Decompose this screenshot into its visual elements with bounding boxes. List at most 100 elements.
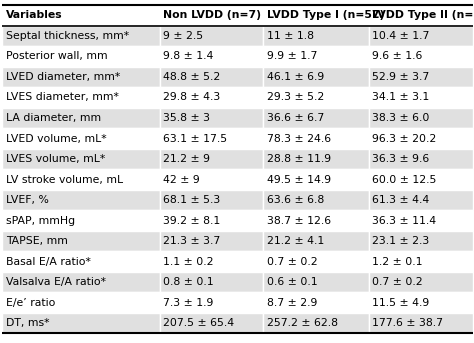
Bar xyxy=(264,128,369,149)
Bar xyxy=(2,313,160,333)
Bar xyxy=(160,251,264,272)
Bar xyxy=(264,149,369,169)
Bar xyxy=(160,190,264,210)
Text: 60.0 ± 12.5: 60.0 ± 12.5 xyxy=(373,175,437,185)
Bar xyxy=(264,272,369,292)
Bar xyxy=(160,46,264,67)
Bar xyxy=(160,128,264,149)
Bar xyxy=(369,231,473,251)
Bar xyxy=(160,26,264,46)
Bar xyxy=(264,108,369,128)
Bar xyxy=(369,210,473,231)
Text: LA diameter, mm: LA diameter, mm xyxy=(6,113,101,123)
Bar xyxy=(369,313,473,333)
Text: DT, ms*: DT, ms* xyxy=(6,318,49,328)
Text: LVES volume, mL*: LVES volume, mL* xyxy=(6,154,105,164)
Bar xyxy=(369,251,473,272)
Text: 21.2 ± 4.1: 21.2 ± 4.1 xyxy=(267,236,324,246)
Bar xyxy=(2,128,160,149)
Text: 177.6 ± 38.7: 177.6 ± 38.7 xyxy=(373,318,444,328)
Bar xyxy=(369,5,473,26)
Text: 36.3 ± 9.6: 36.3 ± 9.6 xyxy=(373,154,430,164)
Text: 63.6 ± 6.8: 63.6 ± 6.8 xyxy=(267,195,324,205)
Bar xyxy=(2,87,160,108)
Text: 46.1 ± 6.9: 46.1 ± 6.9 xyxy=(267,72,324,82)
Text: sPAP, mmHg: sPAP, mmHg xyxy=(6,215,75,226)
Bar xyxy=(2,272,160,292)
Text: 9 ± 2.5: 9 ± 2.5 xyxy=(163,31,203,41)
Bar xyxy=(264,67,369,87)
Text: 10.4 ± 1.7: 10.4 ± 1.7 xyxy=(373,31,430,41)
Bar xyxy=(2,149,160,169)
Text: LVES diameter, mm*: LVES diameter, mm* xyxy=(6,93,118,103)
Bar xyxy=(2,251,160,272)
Text: 9.9 ± 1.7: 9.9 ± 1.7 xyxy=(267,51,317,61)
Bar xyxy=(369,67,473,87)
Bar xyxy=(2,210,160,231)
Bar xyxy=(2,190,160,210)
Bar xyxy=(369,108,473,128)
Bar xyxy=(369,292,473,313)
Bar xyxy=(369,26,473,46)
Text: 0.7 ± 0.2: 0.7 ± 0.2 xyxy=(373,277,423,287)
Text: 9.6 ± 1.6: 9.6 ± 1.6 xyxy=(373,51,423,61)
Bar xyxy=(160,149,264,169)
Text: 23.1 ± 2.3: 23.1 ± 2.3 xyxy=(373,236,430,246)
Bar xyxy=(160,67,264,87)
Text: 38.3 ± 6.0: 38.3 ± 6.0 xyxy=(373,113,430,123)
Bar xyxy=(160,313,264,333)
Bar xyxy=(2,5,160,26)
Text: 34.1 ± 3.1: 34.1 ± 3.1 xyxy=(373,93,430,103)
Bar xyxy=(2,46,160,67)
Text: 61.3 ± 4.4: 61.3 ± 4.4 xyxy=(373,195,430,205)
Text: E/e’ ratio: E/e’ ratio xyxy=(6,298,55,308)
Text: 1.2 ± 0.1: 1.2 ± 0.1 xyxy=(373,257,423,267)
Text: TAPSE, mm: TAPSE, mm xyxy=(6,236,68,246)
Text: LVDD Type II (n=7): LVDD Type II (n=7) xyxy=(373,10,474,20)
Text: 11.5 ± 4.9: 11.5 ± 4.9 xyxy=(373,298,430,308)
Text: Non LVDD (n=7): Non LVDD (n=7) xyxy=(163,10,261,20)
Bar xyxy=(160,210,264,231)
Text: Posterior wall, mm: Posterior wall, mm xyxy=(6,51,107,61)
Text: 257.2 ± 62.8: 257.2 ± 62.8 xyxy=(267,318,337,328)
Bar xyxy=(2,231,160,251)
Text: Basal E/A ratio*: Basal E/A ratio* xyxy=(6,257,91,267)
Text: 49.5 ± 14.9: 49.5 ± 14.9 xyxy=(267,175,331,185)
Bar xyxy=(369,190,473,210)
Text: 68.1 ± 5.3: 68.1 ± 5.3 xyxy=(163,195,220,205)
Text: LVED volume, mL*: LVED volume, mL* xyxy=(6,133,106,143)
Text: 0.7 ± 0.2: 0.7 ± 0.2 xyxy=(267,257,317,267)
Text: 36.6 ± 6.7: 36.6 ± 6.7 xyxy=(267,113,324,123)
Text: 38.7 ± 12.6: 38.7 ± 12.6 xyxy=(267,215,331,226)
Bar xyxy=(264,26,369,46)
Bar xyxy=(264,169,369,190)
Text: LV stroke volume, mL: LV stroke volume, mL xyxy=(6,175,123,185)
Bar xyxy=(160,292,264,313)
Bar xyxy=(264,231,369,251)
Text: LVEF, %: LVEF, % xyxy=(6,195,48,205)
Bar xyxy=(369,272,473,292)
Bar xyxy=(369,87,473,108)
Text: 21.3 ± 3.7: 21.3 ± 3.7 xyxy=(163,236,220,246)
Text: 28.8 ± 11.9: 28.8 ± 11.9 xyxy=(267,154,331,164)
Text: 29.3 ± 5.2: 29.3 ± 5.2 xyxy=(267,93,324,103)
Text: LVED diameter, mm*: LVED diameter, mm* xyxy=(6,72,120,82)
Text: 9.8 ± 1.4: 9.8 ± 1.4 xyxy=(163,51,214,61)
Text: Septal thickness, mm*: Septal thickness, mm* xyxy=(6,31,129,41)
Text: 21.2 ± 9: 21.2 ± 9 xyxy=(163,154,210,164)
Text: 207.5 ± 65.4: 207.5 ± 65.4 xyxy=(163,318,234,328)
Text: 36.3 ± 11.4: 36.3 ± 11.4 xyxy=(373,215,437,226)
Bar xyxy=(264,292,369,313)
Text: 78.3 ± 24.6: 78.3 ± 24.6 xyxy=(267,133,331,143)
Bar xyxy=(2,67,160,87)
Bar xyxy=(160,272,264,292)
Text: 0.6 ± 0.1: 0.6 ± 0.1 xyxy=(267,277,317,287)
Bar xyxy=(2,292,160,313)
Text: 42 ± 9: 42 ± 9 xyxy=(163,175,200,185)
Bar xyxy=(264,190,369,210)
Text: Valsalva E/A ratio*: Valsalva E/A ratio* xyxy=(6,277,106,287)
Bar xyxy=(264,87,369,108)
Text: 7.3 ± 1.9: 7.3 ± 1.9 xyxy=(163,298,214,308)
Bar xyxy=(369,46,473,67)
Text: 8.7 ± 2.9: 8.7 ± 2.9 xyxy=(267,298,317,308)
